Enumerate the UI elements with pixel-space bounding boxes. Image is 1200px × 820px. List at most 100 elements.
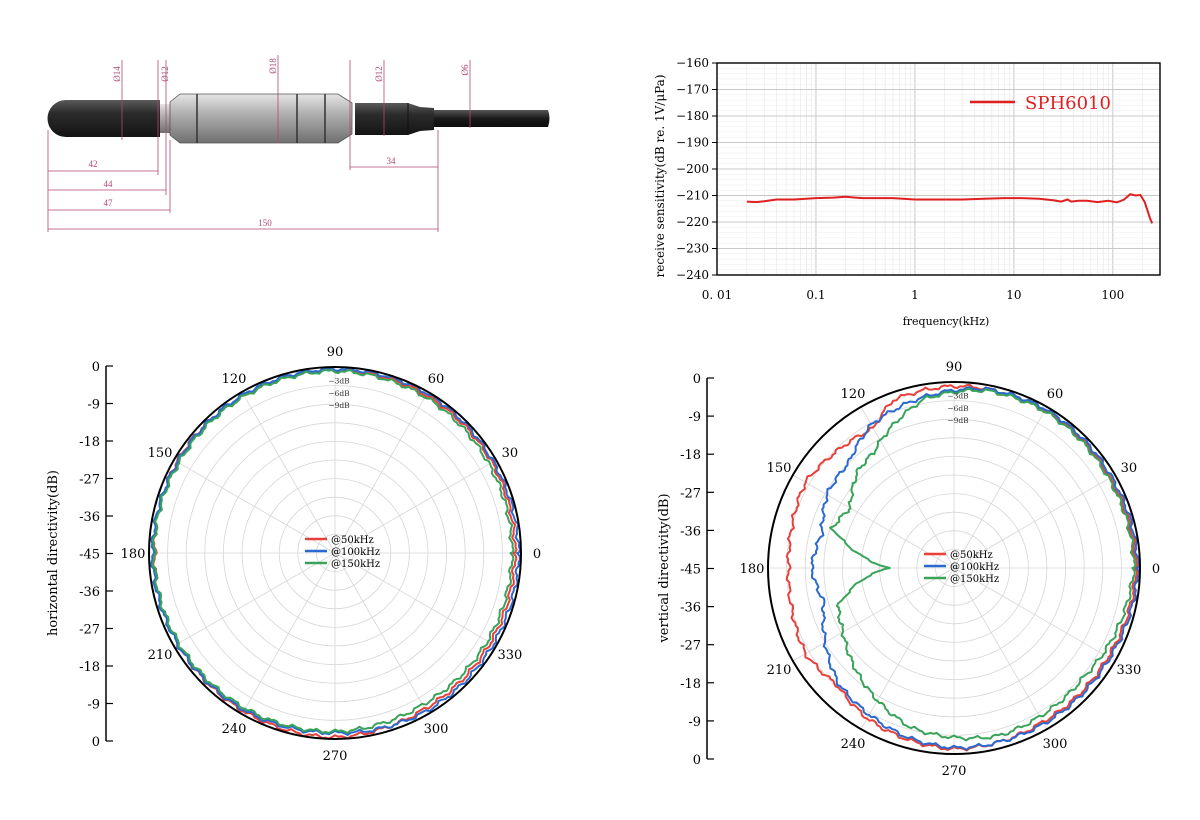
polar-ring <box>935 549 974 588</box>
horizontal-y-label: horizontal directivity(dB) <box>46 470 61 636</box>
ring-label: −6dB <box>947 404 969 413</box>
sensitivity-legend: SPH6010 <box>970 93 1111 114</box>
angle-label: 330 <box>498 648 523 663</box>
polar-spoke <box>334 552 429 715</box>
polar-spoke <box>953 474 1116 569</box>
radial-tick-label: -9 <box>87 398 100 413</box>
y-tick-label: −200 <box>676 162 709 176</box>
radial-tick-label: -18 <box>680 677 701 692</box>
dim-diameter-5: Ø6 <box>460 64 470 75</box>
rubber-boot-front <box>47 100 160 137</box>
series-line-sph6010 <box>746 193 1154 224</box>
radial-tick-label: -45 <box>79 548 100 563</box>
polar-spoke <box>334 391 429 554</box>
angle-label: 300 <box>1043 737 1068 752</box>
y-tick-label: −190 <box>676 136 709 150</box>
steel-housing <box>169 93 353 144</box>
polar-spoke <box>792 567 955 662</box>
polar-ring <box>148 366 522 740</box>
neck-ring <box>160 104 170 133</box>
polar-spoke <box>173 459 336 554</box>
sensitivity-frame <box>716 62 1161 276</box>
x-tick-label: 10 <box>1006 288 1021 302</box>
dim-diameter-1: Ø14 <box>112 66 122 82</box>
angle-label: 90 <box>327 345 344 360</box>
angle-label: 180 <box>121 547 146 562</box>
legend-label: @50kHz <box>331 535 374 546</box>
angle-label: 270 <box>323 749 348 764</box>
x-tick-label: 0.1 <box>806 288 825 302</box>
polar-ring <box>879 493 1029 643</box>
legend-label: @100kHz <box>950 562 999 573</box>
polar-spoke <box>334 459 497 554</box>
y-tick-label: −180 <box>676 109 709 123</box>
radial-tick-label: -27 <box>79 473 100 488</box>
polar-ring <box>260 478 410 628</box>
y-tick-label: −230 <box>676 242 709 256</box>
angle-label: 180 <box>740 562 765 577</box>
polar-spoke <box>241 391 336 554</box>
polar-ring <box>897 511 1011 625</box>
angle-label: 30 <box>502 446 519 461</box>
polar-plot: 0 30 60 90 120 150 180 210 240 270 300 330 −3dB −6dB −… <box>121 345 542 764</box>
radial-tick-label: -18 <box>680 448 701 463</box>
polar-spoke <box>173 552 336 647</box>
radial-tick-label: -9 <box>87 698 100 713</box>
polar-ring <box>241 459 429 647</box>
radial-axis: 0 -9 -18 -27 -36 -45 -36 -27 -18 -9 0 <box>79 360 113 750</box>
x-tick-label: 0. 01 <box>702 288 733 302</box>
dim-diameter-3: Ø18 <box>268 58 278 74</box>
angle-label: 210 <box>148 648 173 663</box>
cable <box>434 110 550 127</box>
angle-label: 120 <box>841 387 866 402</box>
angle-label: 150 <box>767 461 792 476</box>
polar-series-line <box>152 367 518 740</box>
dimension-lines <box>47 55 471 232</box>
polar-ring <box>297 515 373 591</box>
dim-diameter-4: Ø12 <box>374 66 384 82</box>
ring-label: −3dB <box>947 391 969 400</box>
radial-tick-label: -36 <box>79 585 100 600</box>
polar-ring <box>842 455 1067 680</box>
legend-label: @100kHz <box>331 547 380 558</box>
polar-ring <box>786 400 1122 736</box>
angle-label: 0 <box>1152 562 1160 577</box>
radial-tick-label: 0 <box>693 372 701 387</box>
angle-label: 300 <box>424 722 449 737</box>
polar-spoke <box>334 552 497 647</box>
angle-label: 0 <box>533 547 541 562</box>
polar-outer-ring <box>148 366 522 740</box>
dim-diameter-2: Ø12 <box>160 66 170 82</box>
vertical-y-label: vertical directivity(dB) <box>657 493 672 643</box>
polar-ring <box>315 534 354 573</box>
radial-tick-label: -18 <box>79 435 100 450</box>
polar-legend: @50kHz@100kHz@150kHz <box>924 550 999 585</box>
angle-label: 240 <box>222 722 247 737</box>
legend-label: @150kHz <box>331 559 380 570</box>
angle-label: 60 <box>1047 387 1064 402</box>
polar-series-line <box>151 368 515 734</box>
polar-legend: @50kHz@100kHz@150kHz <box>305 535 380 570</box>
polar-ring <box>916 530 992 606</box>
polar-plot: 0 30 60 90 120 150 180 210 240 270 300 330 −3dB −6dB −… <box>740 360 1161 779</box>
legend-label: @150kHz <box>950 574 999 585</box>
angle-label: 30 <box>1121 461 1138 476</box>
polar-ring <box>167 385 503 721</box>
polar-ring <box>222 440 447 665</box>
dim-length-42: 42 <box>89 159 98 169</box>
polar-outer-ring <box>767 381 1141 755</box>
radial-tick-label: -27 <box>680 486 701 501</box>
dim-length-34: 34 <box>387 156 397 166</box>
polar-series-line <box>785 383 1139 752</box>
angle-label: 240 <box>841 737 866 752</box>
ring-label: −6dB <box>328 389 350 398</box>
polar-spoke <box>792 474 955 569</box>
radial-tick-label: -36 <box>680 601 701 616</box>
radial-tick-label: -9 <box>688 715 701 730</box>
polar-spoke <box>953 567 1048 730</box>
angle-label: 210 <box>767 663 792 678</box>
sensitivity-ticks: −160 −170 −180 −190 −200 −210 −220 −230 −240 0. 0… <box>676 56 1124 302</box>
legend-label: @50kHz <box>950 550 993 561</box>
rubber-boot-rear <box>355 103 434 135</box>
polar-spoke <box>953 406 1048 569</box>
